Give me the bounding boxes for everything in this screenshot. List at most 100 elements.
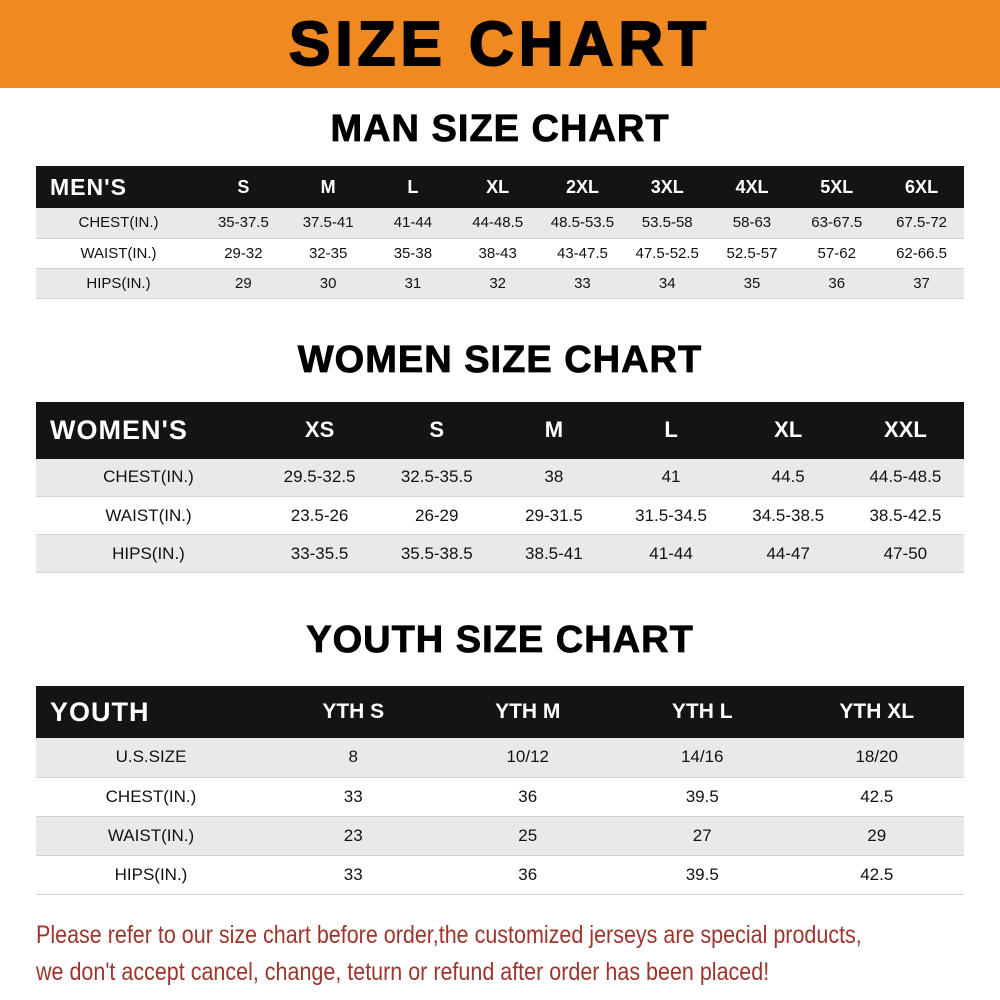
- size-value: 52.5-57: [726, 244, 778, 262]
- table-row: WAIST(IN.) 23.5-26 26-29 29-31.5 31.5-34.5 34…: [36, 497, 964, 535]
- row-label: WAIST(IN.): [107, 825, 195, 845]
- size-chart-banner: SIZE CHART: [0, 0, 1000, 88]
- size-column-header: XS: [261, 401, 379, 459]
- footer-note: Please refer to our size chart before or…: [36, 917, 865, 992]
- table-header-row: YOUTH YTH S YTH M YTH L YTH XL: [36, 686, 964, 738]
- size-value: 14/16: [680, 747, 724, 767]
- size-value: 57-62: [817, 244, 856, 262]
- table-row: CHEST(IN.) 35-37.5 37.5-41 41-44 44-48.5 48.5…: [36, 208, 964, 238]
- size-value: 39.5: [685, 786, 719, 806]
- table-header-row: MEN'S S M L XL 2XL 3XL 4XL 5XL 6XL: [36, 166, 964, 208]
- size-value: 38-43: [478, 244, 517, 262]
- size-value: 38: [544, 467, 564, 487]
- row-label: CHEST(IN.): [103, 467, 194, 487]
- man-size-table-container: MEN'S S M L XL 2XL 3XL 4XL 5XL 6XL CHEST(IN.) 35-37…: [0, 166, 1000, 299]
- table-row: WAIST(IN.) 23 25 27 29: [36, 816, 964, 855]
- size-value: 41-44: [393, 214, 433, 232]
- size-value: 53.5-58: [641, 214, 693, 232]
- size-value: 35: [743, 274, 761, 292]
- table-row: HIPS(IN.) 33 36 39.5 42.5: [36, 855, 964, 894]
- row-label: CHEST(IN.): [78, 214, 159, 232]
- size-column-header: M: [285, 166, 371, 208]
- size-value: 32.5-35.5: [400, 467, 473, 487]
- size-value: 41-44: [649, 543, 693, 563]
- women-size-table-container: WOMEN'S XS S M L XL XXL CHEST(IN.) 29.5-32.5 32.5…: [0, 401, 1000, 574]
- table-row: CHEST(IN.) 29.5-32.5 32.5-35.5 38 41 44.5 44.5…: [36, 458, 964, 497]
- row-label: HIPS(IN.): [114, 864, 188, 884]
- row-label: CHEST(IN.): [105, 786, 197, 806]
- size-column-header: L: [370, 166, 456, 208]
- size-column-header: XL: [729, 401, 847, 459]
- man-size-chart-section: MAN SIZE CHART MEN'S S M L XL 2XL 3XL 4XL 5XL 6XL…: [0, 108, 1000, 299]
- size-value: 44.5: [771, 467, 805, 487]
- size-value: 67.5-72: [896, 214, 947, 232]
- size-column-header: 4XL: [709, 166, 795, 208]
- size-value: 10/12: [506, 747, 550, 767]
- size-column-header: M: [495, 401, 613, 459]
- size-value: 31.5-34.5: [635, 505, 707, 525]
- size-value: 36: [518, 864, 538, 884]
- size-column-header: 2XL: [540, 166, 625, 208]
- size-column-header: S: [378, 401, 496, 459]
- size-column-header: S: [201, 166, 286, 208]
- table-corner-label: YOUTH: [36, 686, 266, 738]
- size-value: 36: [518, 786, 538, 806]
- size-value: 42.5: [860, 786, 894, 806]
- table-row: U.S.SIZE 8 10/12 14/16 18/20: [36, 738, 964, 777]
- size-value: 23: [343, 825, 363, 845]
- size-value: 31: [404, 274, 422, 292]
- size-value: 48.5-53.5: [550, 214, 615, 232]
- size-value: 29-31.5: [525, 505, 583, 525]
- size-value: 47.5-52.5: [635, 244, 699, 262]
- size-value: 32: [489, 274, 507, 292]
- size-value: 34: [658, 274, 676, 292]
- size-value: 35-37.5: [217, 214, 269, 232]
- size-value: 29.5-32.5: [283, 467, 356, 487]
- size-value: 37.5-41: [302, 214, 354, 232]
- size-column-header: YTH S: [266, 686, 441, 738]
- row-label: U.S.SIZE: [115, 747, 187, 767]
- table-row: CHEST(IN.) 33 36 39.5 42.5: [36, 777, 964, 816]
- banner-title: SIZE CHART: [288, 9, 711, 80]
- size-value: 35-38: [393, 244, 433, 262]
- table-row: HIPS(IN.) 29 30 31 32 33 34 35 36 37: [36, 268, 964, 298]
- size-value: 44-47: [766, 543, 810, 563]
- footer-note-line: Please refer to our size chart before or…: [36, 920, 862, 949]
- size-value: 34.5-38.5: [752, 505, 825, 525]
- size-value: 25: [518, 825, 538, 845]
- row-label: WAIST(IN.): [105, 505, 192, 525]
- size-value: 42.5: [860, 864, 894, 884]
- size-value: 41: [661, 467, 681, 487]
- size-table: MEN'S S M L XL 2XL 3XL 4XL 5XL 6XL CHEST(IN.) 35-37…: [36, 166, 964, 299]
- size-value: 62-66.5: [896, 244, 947, 262]
- size-value: 29-32: [224, 244, 263, 262]
- size-value: 38.5-42.5: [869, 505, 942, 525]
- size-value: 8: [348, 747, 358, 767]
- size-value: 26-29: [414, 505, 459, 525]
- size-value: 37: [913, 274, 930, 292]
- size-value: 33: [574, 274, 591, 292]
- size-column-header: 3XL: [624, 166, 710, 208]
- size-value: 38.5-41: [525, 543, 583, 563]
- size-value: 47-50: [883, 543, 928, 563]
- size-table: YOUTH YTH S YTH M YTH L YTH XL U.S.SIZE 8 10/12…: [36, 686, 964, 895]
- table-corner-label: MEN'S: [36, 166, 201, 208]
- row-label: HIPS(IN.): [112, 543, 185, 563]
- size-value: 29: [867, 825, 887, 845]
- size-column-header: YTH M: [440, 686, 615, 738]
- size-value: 43-47.5: [557, 244, 608, 262]
- footer-note-line: we don't accept cancel, change, teturn o…: [36, 958, 770, 986]
- row-label: HIPS(IN.): [86, 274, 151, 292]
- size-value: 39.5: [685, 864, 719, 884]
- women-size-chart-section: WOMEN SIZE CHART WOMEN'S XS S M L XL XXL CHEST(…: [0, 338, 1000, 574]
- size-column-header: YTH XL: [789, 686, 964, 738]
- size-value: 44.5-48.5: [869, 467, 942, 487]
- table-row: WAIST(IN.) 29-32 32-35 35-38 38-43 43-47.5 47.…: [36, 238, 964, 268]
- table-header-row: WOMEN'S XS S M L XL XXL: [36, 401, 964, 459]
- section-heading-women: WOMEN SIZE CHART: [297, 338, 703, 381]
- size-column-header: 6XL: [879, 166, 964, 208]
- size-value: 30: [319, 274, 337, 292]
- section-heading-youth: YOUTH SIZE CHART: [306, 619, 694, 662]
- size-value: 58-63: [732, 214, 772, 232]
